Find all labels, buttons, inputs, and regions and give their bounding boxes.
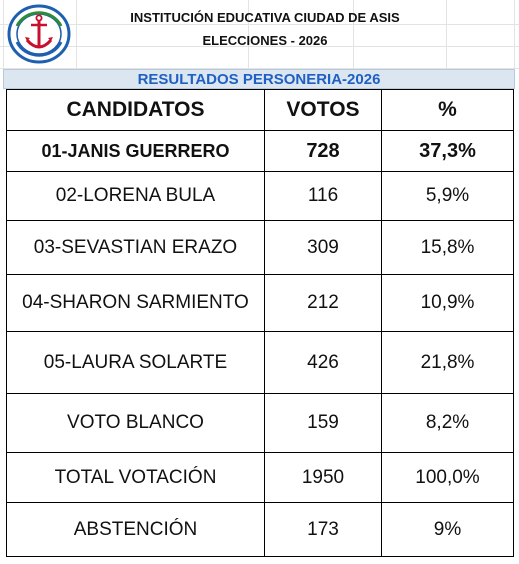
table-row: 05-LAURA SOLARTE 426 21,8% — [6, 331, 514, 394]
table-row: 04-SHARON SARMIENTO 212 10,9% — [6, 274, 514, 332]
grid-line — [76, 0, 77, 68]
vote-count: 728 — [264, 130, 382, 172]
total-votes-label: TOTAL VOTACIÓN — [6, 452, 265, 503]
abstention-label: ABSTENCIÓN — [6, 502, 265, 557]
candidate-name: 05-LAURA SOLARTE — [6, 331, 265, 394]
vote-count: 116 — [264, 171, 382, 221]
vote-percent: 10,9% — [381, 274, 514, 332]
table-row: 03-SEVASTIAN ERAZO 309 15,8% — [6, 220, 514, 275]
vote-count: 309 — [264, 220, 382, 275]
vote-count: 426 — [264, 331, 382, 394]
grid-line — [0, 46, 519, 47]
election-subtitle: ELECCIONES - 2026 — [202, 33, 328, 48]
vote-count: 1950 — [264, 452, 382, 503]
vote-percent: 5,9% — [381, 171, 514, 221]
candidate-name: 01-JANIS GUERRERO — [6, 130, 265, 172]
table-header-row: CANDIDATOS VOTOS % — [6, 89, 514, 131]
column-header-votos: VOTOS — [264, 89, 382, 131]
results-banner: RESULTADOS PERSONERIA-2026 — [3, 69, 515, 89]
vote-percent: 21,8% — [381, 331, 514, 394]
grid-line — [446, 0, 447, 68]
school-crest-logo — [7, 4, 71, 64]
grid-line — [3, 0, 4, 68]
candidate-name: 03-SEVASTIAN ERAZO — [6, 220, 265, 275]
table-row: VOTO BLANCO 159 8,2% — [6, 393, 514, 453]
blank-vote-label: VOTO BLANCO — [6, 393, 265, 453]
vote-percent: 15,8% — [381, 220, 514, 275]
grid-line — [353, 0, 354, 68]
candidate-name: 02-LORENA BULA — [6, 171, 265, 221]
column-header-percent: % — [381, 89, 514, 131]
vote-count: 173 — [264, 502, 382, 557]
grid-line — [514, 0, 515, 68]
table-row: 02-LORENA BULA 116 5,9% — [6, 171, 514, 221]
results-table: CANDIDATOS VOTOS % 01-JANIS GUERRERO 728… — [6, 89, 514, 557]
column-header-candidatos: CANDIDATOS — [6, 89, 265, 131]
table-row: TOTAL VOTACIÓN 1950 100,0% — [6, 452, 514, 503]
candidate-name: 04-SHARON SARMIENTO — [6, 274, 265, 332]
grid-line — [0, 24, 519, 25]
vote-percent: 9% — [381, 502, 514, 557]
vote-count: 212 — [264, 274, 382, 332]
grid-line — [0, 68, 519, 69]
table-row: 01-JANIS GUERRERO 728 37,3% — [6, 130, 514, 172]
anchor-crest-icon — [7, 4, 71, 64]
table-row: ABSTENCIÓN 173 9% — [6, 502, 514, 557]
vote-percent: 8,2% — [381, 393, 514, 453]
vote-percent: 100,0% — [381, 452, 514, 503]
grid-line — [248, 0, 249, 68]
institution-title: INSTITUCIÓN EDUCATIVA CIUDAD DE ASIS — [130, 10, 400, 25]
vote-percent: 37,3% — [381, 130, 514, 172]
vote-count: 159 — [264, 393, 382, 453]
